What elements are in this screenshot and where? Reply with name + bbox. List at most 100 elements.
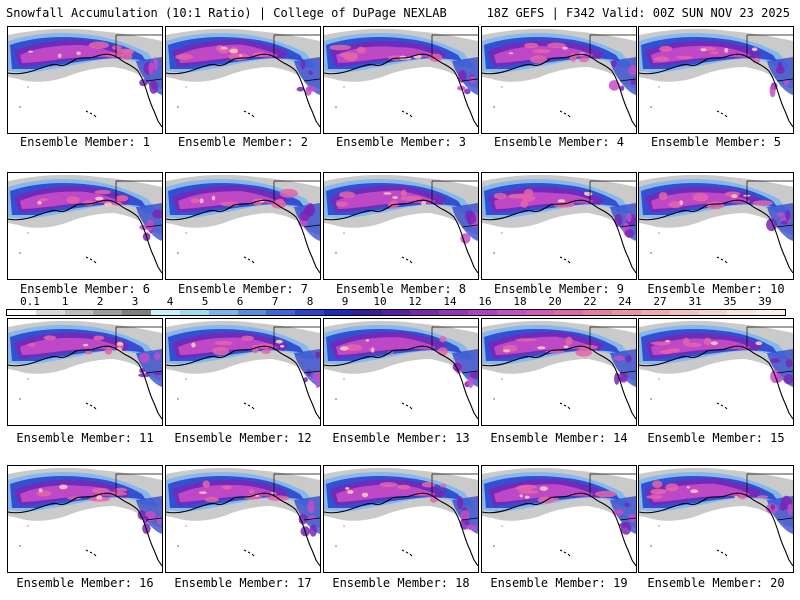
ensemble-member-map [165, 318, 321, 426]
colorbar-cell [640, 310, 671, 315]
ensemble-member-map [165, 172, 321, 280]
colorbar-cell [122, 310, 152, 315]
snowfall-map [482, 466, 636, 572]
colorbar-strip [6, 309, 786, 316]
colorbar-cell [208, 310, 239, 315]
ensemble-member-map [323, 318, 479, 426]
ensemble-member-map [7, 465, 163, 573]
colorbar-tick-label: 24 [618, 295, 632, 308]
colorbar-cell [583, 310, 613, 315]
ensemble-member-map [481, 318, 637, 426]
ensemble-member-map [638, 26, 794, 134]
ensemble-member-label: Ensemble Member: 18 [332, 576, 470, 590]
colorbar-cell [525, 310, 555, 315]
colorbar-tick-label: 5 [201, 295, 209, 308]
ensemble-member-map [165, 26, 321, 134]
colorbar-cell [554, 310, 584, 315]
colorbar-tick-label: 14 [443, 295, 457, 308]
colorbar-tick-label: 20 [548, 295, 562, 308]
colorbar-tick-label: 9 [341, 295, 349, 308]
ensemble-member-map [638, 172, 794, 280]
snowfall-map [8, 319, 162, 425]
colorbar-cell [698, 310, 728, 315]
ensemble-member-label: Ensemble Member: 2 [177, 135, 309, 149]
colorbar-tick-label: 4 [166, 295, 174, 308]
colorbar-cell [266, 310, 296, 315]
colorbar-cell [179, 310, 210, 315]
colorbar-cell [352, 310, 383, 315]
snowfall-map [8, 27, 162, 133]
snowfall-map [166, 173, 320, 279]
ensemble-member-map [481, 465, 637, 573]
colorbar-cell [237, 310, 267, 315]
snowfall-map [639, 27, 793, 133]
ensemble-member-map [165, 465, 321, 573]
colorbar-cell [35, 310, 66, 315]
colorbar-cell [381, 310, 411, 315]
colorbar-cell [669, 310, 700, 315]
colorbar-cell [727, 310, 757, 315]
colorbar-tick-label: 35 [723, 295, 737, 308]
colorbar-tick-label: 31 [688, 295, 702, 308]
snowfall-map [324, 173, 478, 279]
ensemble-member-label: Ensemble Member: 17 [174, 576, 312, 590]
colorbar-tick-label: 1 [61, 295, 69, 308]
ensemble-member-label: Ensemble Member: 6 [19, 282, 151, 296]
colorbar-cell [496, 310, 527, 315]
snowfall-map [166, 27, 320, 133]
ensemble-member-map [323, 465, 479, 573]
run-valid-time: 18Z GEFS | F342 Valid: 00Z SUN NOV 23 20… [486, 6, 790, 20]
colorbar-cell [151, 310, 181, 315]
colorbar-cell [468, 310, 498, 315]
colorbar-tick-label: 3 [131, 295, 139, 308]
snowfall-map [482, 319, 636, 425]
ensemble-member-label: Ensemble Member: 19 [490, 576, 628, 590]
chart-title: Snowfall Accumulation (10:1 Ratio) | Col… [6, 6, 447, 20]
colorbar-cell [439, 310, 469, 315]
ensemble-member-label: Ensemble Member: 14 [490, 431, 628, 445]
snowfall-map [166, 466, 320, 572]
ensemble-member-map [323, 172, 479, 280]
ensemble-member-label: Ensemble Member: 4 [493, 135, 625, 149]
snowfall-map [8, 466, 162, 572]
ensemble-member-label: Ensemble Member: 15 [647, 431, 785, 445]
ensemble-member-map [323, 26, 479, 134]
ensemble-member-map [481, 172, 637, 280]
snowfall-map [324, 27, 478, 133]
ensemble-member-map [481, 26, 637, 134]
ensemble-member-map [7, 318, 163, 426]
snowfall-map [166, 319, 320, 425]
ensemble-member-label: Ensemble Member: 7 [177, 282, 309, 296]
ensemble-member-label: Ensemble Member: 5 [650, 135, 782, 149]
snowfall-map [639, 319, 793, 425]
ensemble-member-label: Ensemble Member: 11 [16, 431, 154, 445]
colorbar-cell [7, 310, 37, 315]
snowfall-map [8, 173, 162, 279]
colorbar-cell [295, 310, 325, 315]
colorbar-tick-label: 8 [306, 295, 314, 308]
ensemble-member-map [7, 172, 163, 280]
colorbar-cell [756, 310, 786, 315]
snowfall-map [324, 466, 478, 572]
colorbar-cell [612, 310, 642, 315]
colorbar-tick-label: 6 [236, 295, 244, 308]
ensemble-member-map [7, 26, 163, 134]
colorbar-cell [93, 310, 123, 315]
ensemble-member-label: Ensemble Member: 8 [335, 282, 467, 296]
ensemble-member-label: Ensemble Member: 9 [493, 282, 625, 296]
colorbar-tick-label: 39 [758, 295, 772, 308]
colorbar-tick-label: 7 [271, 295, 279, 308]
colorbar-tick-label: 27 [653, 295, 667, 308]
colorbar-tick-label: 12 [408, 295, 422, 308]
snowfall-map [482, 173, 636, 279]
ensemble-member-label: Ensemble Member: 1 [19, 135, 151, 149]
ensemble-member-label: Ensemble Member: 3 [335, 135, 467, 149]
snowfall-map [324, 319, 478, 425]
ensemble-member-label: Ensemble Member: 13 [332, 431, 470, 445]
colorbar-tick-label: 22 [583, 295, 597, 308]
colorbar-cell [64, 310, 94, 315]
colorbar-tick-label: 16 [478, 295, 492, 308]
ensemble-member-label: Ensemble Member: 12 [174, 431, 312, 445]
colorbar-tick-label: 0.1 [20, 295, 40, 308]
snowfall-map [482, 27, 636, 133]
